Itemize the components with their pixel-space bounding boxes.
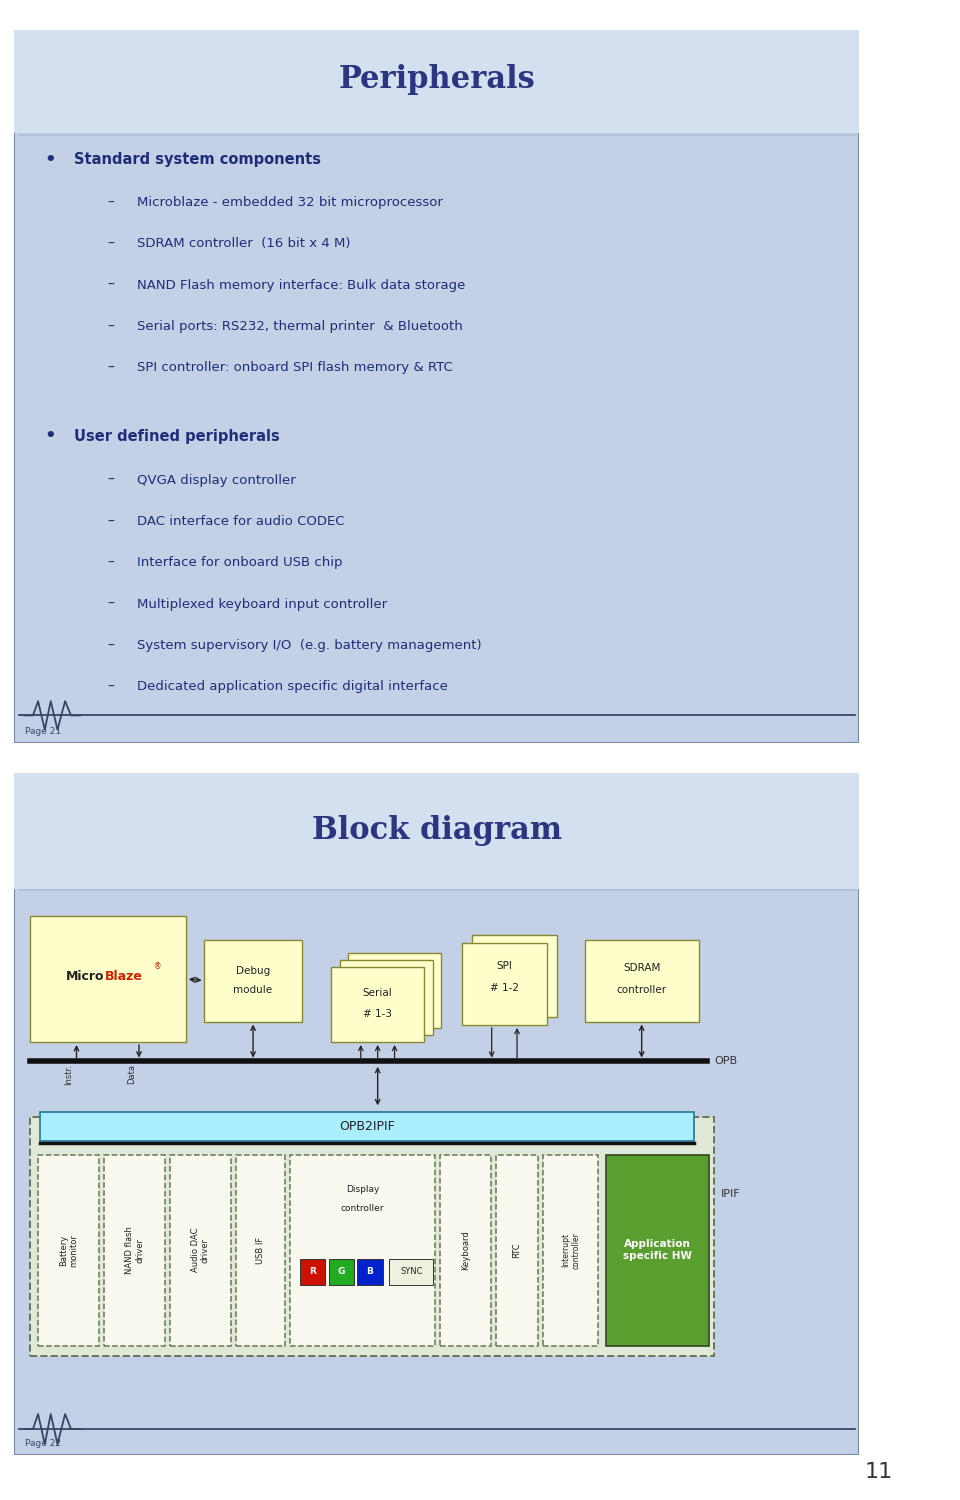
Bar xyxy=(357,1258,383,1284)
Text: USB IF: USB IF xyxy=(255,1236,265,1264)
Text: IPIF: IPIF xyxy=(721,1188,740,1198)
Text: –: – xyxy=(108,597,114,612)
Text: SPI: SPI xyxy=(496,962,513,970)
Bar xyxy=(204,939,301,1022)
Text: Interface for onboard USB chip: Interface for onboard USB chip xyxy=(137,556,343,570)
Text: System supervisory I/O  (e.g. battery management): System supervisory I/O (e.g. battery man… xyxy=(137,639,482,652)
Text: –: – xyxy=(108,360,114,375)
Bar xyxy=(236,1155,285,1346)
Text: –: – xyxy=(108,237,114,250)
Bar xyxy=(38,1155,99,1346)
Text: Serial: Serial xyxy=(363,988,393,999)
Text: –: – xyxy=(108,639,114,652)
Text: –: – xyxy=(108,680,114,694)
Bar xyxy=(30,1118,714,1356)
Text: RTC: RTC xyxy=(513,1242,521,1258)
Text: –: – xyxy=(108,320,114,333)
Bar xyxy=(30,916,186,1042)
Bar xyxy=(606,1155,708,1346)
Bar xyxy=(104,1155,165,1346)
Text: Audio DAC
driver: Audio DAC driver xyxy=(190,1228,210,1272)
Text: Dedicated application specific digital interface: Dedicated application specific digital i… xyxy=(137,681,447,693)
Text: Keyboard: Keyboard xyxy=(461,1230,470,1270)
Bar xyxy=(170,1155,230,1346)
Text: •: • xyxy=(44,150,56,168)
Text: SYNC: SYNC xyxy=(400,1268,422,1276)
Text: Display: Display xyxy=(346,1185,379,1194)
Text: Blaze: Blaze xyxy=(105,970,142,982)
Text: –: – xyxy=(108,514,114,528)
Text: Serial ports: RS232, thermal printer  & Bluetooth: Serial ports: RS232, thermal printer & B… xyxy=(137,320,463,333)
Text: SPI controller: onboard SPI flash memory & RTC: SPI controller: onboard SPI flash memory… xyxy=(137,362,453,374)
Text: SDRAM: SDRAM xyxy=(623,963,660,974)
Text: G: G xyxy=(338,1268,345,1276)
Bar xyxy=(14,30,859,134)
Text: module: module xyxy=(233,986,273,996)
Bar xyxy=(300,1258,325,1284)
Bar xyxy=(328,1258,354,1284)
Text: ®: ® xyxy=(154,962,161,970)
Text: –: – xyxy=(108,195,114,210)
Text: Microblaze - embedded 32 bit microprocessor: Microblaze - embedded 32 bit microproces… xyxy=(137,196,443,208)
Text: NAND Flash memory interface: Bulk data storage: NAND Flash memory interface: Bulk data s… xyxy=(137,279,466,291)
Text: –: – xyxy=(108,278,114,292)
Text: B: B xyxy=(367,1268,373,1276)
Text: Application
specific HW: Application specific HW xyxy=(623,1239,692,1262)
Text: –: – xyxy=(108,474,114,488)
Text: SDRAM controller  (16 bit x 4 M): SDRAM controller (16 bit x 4 M) xyxy=(137,237,350,250)
Bar xyxy=(543,1155,598,1346)
Text: Battery
monitor: Battery monitor xyxy=(59,1234,78,1266)
Text: Micro: Micro xyxy=(66,970,105,982)
Bar xyxy=(472,934,557,1017)
Text: Standard system components: Standard system components xyxy=(74,152,321,166)
Bar xyxy=(348,954,441,1029)
Text: Debug: Debug xyxy=(236,966,270,976)
Text: Page 21: Page 21 xyxy=(25,728,60,736)
Text: •: • xyxy=(44,427,56,445)
Text: controller: controller xyxy=(616,986,667,996)
Bar xyxy=(585,939,699,1022)
Text: Page 22: Page 22 xyxy=(25,1438,60,1448)
Bar xyxy=(290,1155,435,1346)
Text: Peripherals: Peripherals xyxy=(339,64,535,96)
Text: 11: 11 xyxy=(865,1462,893,1482)
Bar xyxy=(340,960,433,1035)
Text: Block diagram: Block diagram xyxy=(312,815,562,846)
Bar xyxy=(39,1113,694,1142)
Text: NAND flash
driver: NAND flash driver xyxy=(125,1227,144,1274)
Bar xyxy=(390,1258,433,1284)
Bar xyxy=(496,1155,539,1346)
Bar xyxy=(14,772,859,888)
Text: DAC interface for audio CODEC: DAC interface for audio CODEC xyxy=(137,514,345,528)
Bar xyxy=(441,1155,491,1346)
Text: OPB: OPB xyxy=(714,1056,737,1065)
Text: controller: controller xyxy=(341,1203,384,1212)
Text: Multiplexed keyboard input controller: Multiplexed keyboard input controller xyxy=(137,598,387,610)
Text: QVGA display controller: QVGA display controller xyxy=(137,474,296,488)
Bar xyxy=(462,944,546,1024)
Text: # 1-2: # 1-2 xyxy=(490,982,519,993)
Text: –: – xyxy=(108,556,114,570)
Text: OPB2IPIF: OPB2IPIF xyxy=(339,1120,395,1132)
Text: User defined peripherals: User defined peripherals xyxy=(74,429,279,444)
Text: # 1-3: # 1-3 xyxy=(363,1008,393,1019)
Text: R: R xyxy=(309,1268,316,1276)
Text: Interrupt
controller: Interrupt controller xyxy=(561,1232,581,1269)
Bar xyxy=(331,968,424,1042)
Text: Data: Data xyxy=(127,1064,135,1084)
Text: Instr.: Instr. xyxy=(64,1064,73,1084)
